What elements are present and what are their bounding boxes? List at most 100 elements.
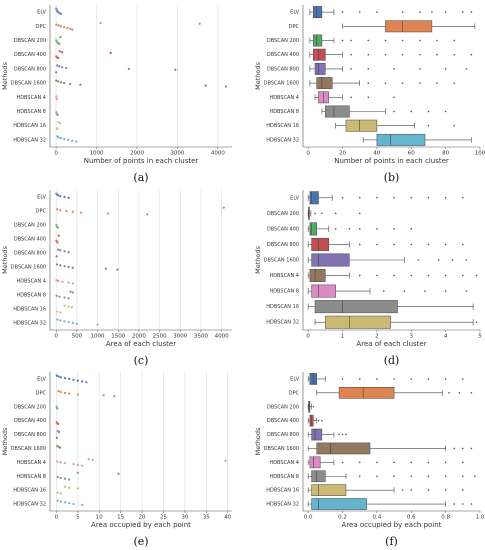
y-axis-label: Methods: [254, 246, 262, 274]
point: [63, 264, 66, 268]
point: [145, 213, 149, 216]
flier: [427, 377, 430, 380]
flier: [382, 290, 385, 293]
point: [57, 234, 60, 237]
x-tick-label: 0: [306, 151, 310, 157]
flier: [401, 489, 404, 492]
box: [311, 237, 330, 251]
point: [62, 137, 66, 141]
x-axis-label: Area occupied by each point: [342, 521, 442, 529]
box: [311, 284, 336, 298]
flier: [393, 475, 396, 478]
panel-label: (d): [384, 354, 400, 367]
y-tick-label: DBSCAN 400: [267, 226, 299, 232]
point: [59, 461, 63, 464]
flier: [444, 290, 447, 293]
y-axis-label: Methods: [1, 246, 9, 274]
flier: [418, 82, 421, 85]
x-tick-label: 3000: [170, 151, 184, 157]
flier: [470, 503, 473, 506]
box: [311, 498, 367, 510]
flier: [393, 67, 396, 70]
y-tick-label: HDBSCAN 8: [269, 109, 299, 115]
point: [56, 422, 60, 426]
flier: [465, 290, 468, 293]
flier: [418, 53, 421, 56]
x-tick-label: 15: [117, 515, 124, 521]
flier: [470, 447, 473, 450]
flier: [427, 489, 430, 492]
point: [63, 391, 67, 395]
point: [59, 390, 63, 394]
y-tick-label: DBSCAN 800: [267, 242, 299, 248]
point: [61, 280, 64, 284]
flier: [458, 391, 461, 394]
point: [65, 209, 68, 213]
flier: [393, 377, 396, 380]
flier: [350, 96, 353, 99]
flier: [358, 196, 361, 199]
y-tick-label: DBSCAN 800: [267, 66, 299, 72]
point: [57, 24, 60, 27]
y-tick-label: DBSCAN 1600: [264, 258, 299, 264]
flier: [367, 67, 370, 70]
flier: [427, 475, 430, 478]
point: [59, 492, 63, 495]
flier: [375, 227, 378, 230]
box: [345, 119, 378, 132]
point: [71, 282, 75, 285]
flier: [401, 82, 404, 85]
y-tick-label: HDBSCAN 32: [13, 321, 46, 327]
flier: [320, 419, 323, 422]
point: [79, 211, 83, 214]
point: [74, 140, 78, 143]
point: [198, 22, 201, 26]
point: [63, 296, 66, 299]
y-tick-label: ELV: [290, 376, 299, 382]
box: [314, 300, 398, 314]
flier: [444, 461, 447, 464]
point: [63, 250, 66, 253]
panel: 0 5 10 15 20 25 30 35 40 ELV DPC DBSCAN 200 DBSCAN 4…: [1, 372, 232, 548]
point: [55, 310, 59, 313]
y-tick-label: DPC: [36, 390, 47, 396]
y-tick-label: HDBSCAN 4: [269, 273, 299, 279]
flier: [427, 110, 430, 113]
x-axis-label: Number of points in each cluster: [84, 157, 199, 165]
x-axis-label: Area of each cluster: [356, 340, 426, 348]
point: [56, 475, 60, 479]
x-tick-label: 5: [478, 334, 482, 340]
point: [59, 311, 62, 314]
point: [60, 65, 64, 69]
x-tick-label: 1000: [90, 151, 104, 157]
y-tick-label: HDBSCAN 4: [269, 95, 299, 101]
point: [62, 81, 66, 85]
y-tick-label: DPC: [289, 24, 300, 30]
flier: [427, 274, 430, 277]
box: [313, 34, 323, 47]
flier: [427, 243, 430, 246]
point: [56, 279, 60, 283]
x-tick-label: 100: [475, 151, 485, 157]
panel-label: (f): [385, 535, 398, 548]
flier: [444, 489, 447, 492]
flier: [436, 39, 439, 42]
point: [62, 25, 66, 29]
point: [102, 394, 105, 397]
flier: [427, 124, 430, 127]
flier: [341, 377, 344, 380]
flier: [465, 259, 468, 261]
y-axis-label: Methods: [1, 62, 9, 90]
y-tick-label: DBSCAN 800: [14, 251, 46, 257]
point: [63, 485, 67, 489]
point: [57, 389, 60, 393]
point: [79, 83, 82, 87]
x-tick-label: 10: [96, 515, 103, 521]
flier: [430, 11, 433, 14]
flier: [410, 489, 413, 492]
point: [70, 306, 74, 309]
flier: [427, 196, 430, 199]
x-tick-label: 25: [160, 515, 167, 521]
y-tick-label: DBSCAN 200: [267, 211, 299, 217]
